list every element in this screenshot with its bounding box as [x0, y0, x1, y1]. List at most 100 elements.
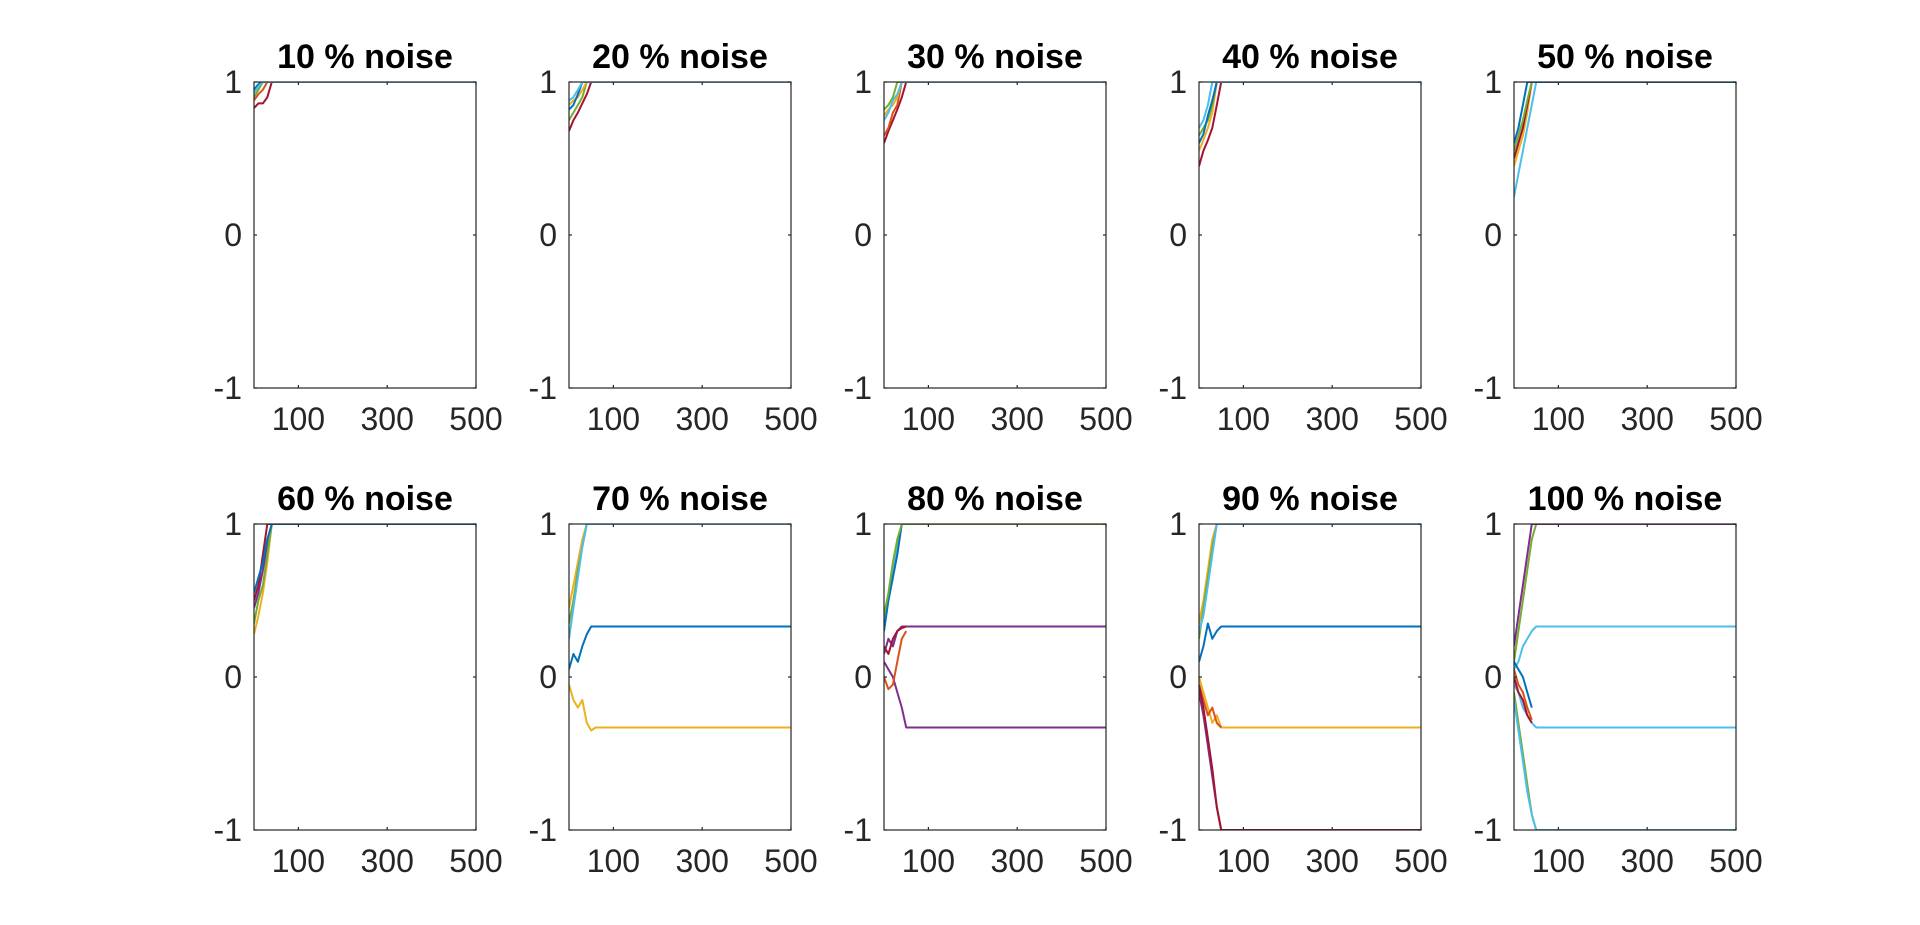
x-tick-label: 100	[1217, 401, 1270, 437]
panel-title: 70 % noise	[592, 480, 768, 518]
x-tick-label: 500	[1079, 401, 1132, 437]
y-tick-label: 1	[224, 64, 242, 100]
axes-box	[1198, 523, 1422, 831]
x-tick-label: 500	[1709, 843, 1762, 879]
x-tick-label: 300	[1306, 843, 1359, 879]
series-group	[569, 524, 791, 732]
series-line-1	[1199, 622, 1421, 662]
axes-box	[1513, 81, 1737, 389]
y-tick-label: -1	[529, 812, 557, 848]
x-tick-label: 300	[991, 401, 1044, 437]
series-line-6	[884, 630, 908, 691]
x-tick-label: 300	[991, 843, 1044, 879]
panel-1: 10 % noise 1 0 -1 100 300 500	[214, 38, 503, 437]
series-line-2	[254, 82, 476, 101]
panel-3: 30 % noise 1 0 -1 100 300 500	[844, 38, 1133, 437]
series-line-2	[1199, 676, 1421, 729]
series-line-4	[254, 82, 476, 98]
x-tick-label: 300	[361, 843, 414, 879]
series-line-3	[884, 524, 1106, 616]
x-tick-label: 500	[1079, 843, 1132, 879]
series-line-9	[1514, 661, 1533, 708]
x-tick-label: 300	[676, 401, 729, 437]
panel-title: 50 % noise	[1537, 38, 1713, 76]
x-tick-label: 100	[272, 843, 325, 879]
panel-title: 30 % noise	[907, 38, 1083, 76]
series-line-4	[569, 82, 791, 111]
panel-2: 20 % noise 1 0 -1 100 300 500	[529, 38, 818, 437]
series-group	[884, 82, 1106, 144]
series-line-1	[884, 82, 1106, 144]
axes-box	[568, 523, 792, 831]
x-tick-label: 500	[764, 401, 817, 437]
series-line-4	[1199, 82, 1421, 144]
panel-8: 80 % noise 1 0 -1 100 300 500	[844, 480, 1133, 879]
series-line-2	[569, 684, 791, 732]
y-tick-label: 0	[854, 659, 872, 695]
series-group	[254, 524, 476, 635]
series-line-7	[1514, 676, 1533, 724]
x-tick-label: 300	[1621, 843, 1674, 879]
axes-box	[253, 81, 477, 389]
y-tick-label: 0	[539, 659, 557, 695]
y-tick-label: 1	[1169, 506, 1187, 542]
x-tick-label: 100	[587, 843, 640, 879]
panel-9: 90 % noise 1 0 -1 100 300 500	[1159, 480, 1448, 879]
series-line-3	[254, 82, 476, 109]
panel-title: 60 % noise	[277, 480, 453, 518]
series-group	[1514, 524, 1736, 830]
series-line-1	[569, 625, 791, 670]
y-tick-label: 1	[1484, 64, 1502, 100]
panel-title: 10 % noise	[277, 38, 453, 76]
x-tick-label: 500	[1394, 401, 1447, 437]
series-line-5	[884, 661, 1106, 729]
series-line-3	[884, 82, 1106, 117]
axes-box	[253, 523, 477, 831]
axes-box	[1198, 81, 1422, 389]
series-line-5	[1199, 82, 1421, 129]
y-tick-label: -1	[844, 370, 872, 406]
series-line-3	[1199, 684, 1222, 729]
series-line-3	[1514, 82, 1736, 159]
series-line-4	[884, 625, 1106, 655]
y-tick-label: 0	[539, 217, 557, 253]
series-line-3	[1199, 82, 1421, 137]
series-line-1	[1514, 82, 1736, 197]
panel-10: 100 % noise 1 0 -1 100 300 500	[1474, 480, 1763, 879]
y-tick-label: -1	[214, 812, 242, 848]
x-tick-label: 100	[902, 843, 955, 879]
series-line-2	[1514, 82, 1736, 167]
panel-title: 20 % noise	[592, 38, 768, 76]
panel-7: 70 % noise 1 0 -1 100 300 500	[529, 480, 818, 879]
series-line-1	[884, 524, 1106, 624]
series-line-2	[254, 524, 476, 609]
series-line-5	[569, 524, 791, 639]
y-tick-label: -1	[844, 812, 872, 848]
series-line-4	[884, 82, 1106, 111]
series-line-8	[1514, 669, 1533, 721]
series-group	[569, 82, 791, 132]
y-tick-label: -1	[1159, 812, 1187, 848]
y-tick-label: -1	[1474, 812, 1502, 848]
x-tick-label: 300	[1306, 401, 1359, 437]
y-tick-label: -1	[529, 370, 557, 406]
panel-4: 40 % noise 1 0 -1 100 300 500	[1159, 38, 1448, 437]
series-group	[1199, 82, 1421, 167]
x-tick-label: 300	[361, 401, 414, 437]
x-tick-label: 500	[449, 843, 502, 879]
series-line-2	[884, 524, 1106, 632]
series-line-5	[884, 82, 1106, 121]
x-tick-label: 300	[676, 843, 729, 879]
series-line-4	[569, 524, 791, 624]
y-tick-label: 1	[854, 506, 872, 542]
series-line-2	[569, 82, 791, 121]
series-line-5	[1514, 82, 1736, 144]
y-tick-label: 0	[1484, 659, 1502, 695]
series-line-1	[569, 82, 791, 132]
y-tick-label: 0	[854, 217, 872, 253]
x-tick-label: 100	[272, 401, 325, 437]
y-tick-label: 1	[1484, 506, 1502, 542]
y-tick-label: -1	[1159, 370, 1187, 406]
y-tick-label: 0	[224, 217, 242, 253]
